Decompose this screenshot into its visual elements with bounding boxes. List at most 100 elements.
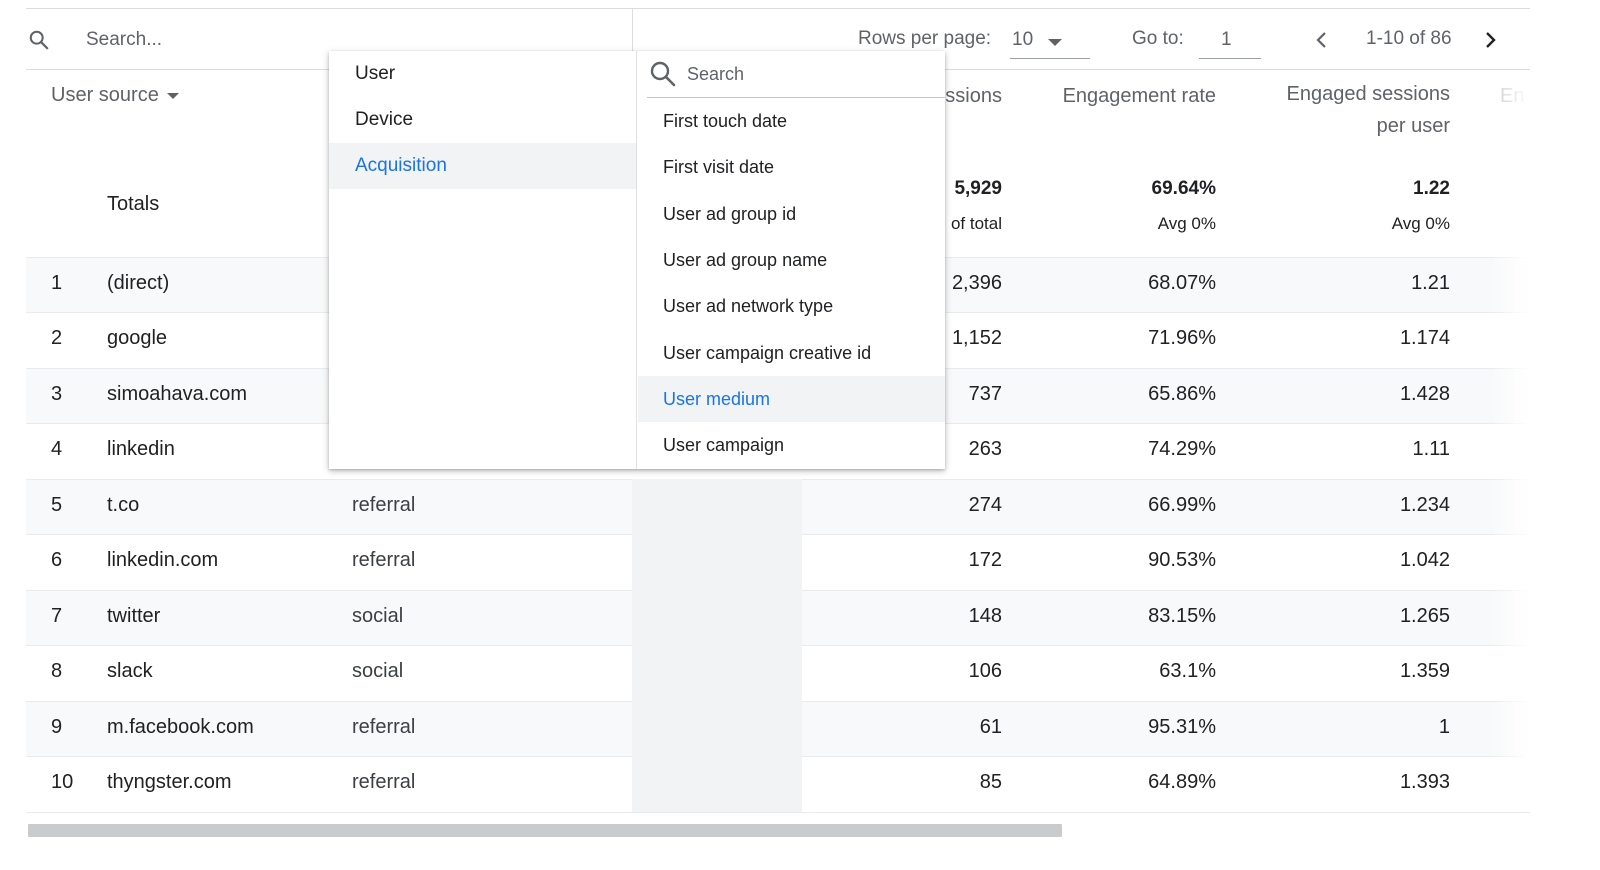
row-source: google <box>107 327 168 349</box>
row-engagement-rate: 74.29% <box>1148 438 1216 460</box>
row-engaged-per-user: 1.042 <box>1399 549 1450 571</box>
row-source: slack <box>107 660 153 682</box>
totals-engaged-per-user-value: 1.22 <box>1413 178 1450 199</box>
row-medium: referral <box>352 716 416 738</box>
search-icon <box>650 61 676 87</box>
row-engagement-rate: 65.86% <box>1148 383 1216 405</box>
row-source: t.co <box>107 494 140 516</box>
row-index: 7 <box>51 605 63 627</box>
rows-per-page-select[interactable]: 10 <box>1010 27 1090 59</box>
row-engagement-rate: 71.96% <box>1148 327 1216 349</box>
search-icon[interactable] <box>28 29 50 51</box>
rows-per-page-label: Rows per page: <box>858 28 992 49</box>
row-source: thyngster.com <box>107 771 232 793</box>
row-index: 6 <box>51 549 63 571</box>
row-engagement-rate: 63.1% <box>1159 660 1216 682</box>
row-index: 2 <box>51 327 63 349</box>
table-bottom-border <box>26 812 1530 813</box>
row-sessions: 106 <box>968 660 1002 682</box>
row-sessions: 172 <box>968 549 1002 571</box>
row-index: 3 <box>51 383 63 405</box>
dimension-item[interactable]: User ad network type <box>663 296 834 316</box>
totals-engaged-per-user-sub: Avg 0% <box>1391 214 1450 233</box>
row-sessions: 274 <box>968 494 1002 516</box>
row-index: 9 <box>51 716 63 738</box>
row-engaged-per-user: 1.393 <box>1399 771 1450 793</box>
row-sessions: 148 <box>968 605 1002 627</box>
chevron-right-icon[interactable] <box>1478 27 1502 53</box>
chevron-left-icon[interactable] <box>1310 27 1334 53</box>
column-header-sessions[interactable]: ssions <box>945 85 1002 107</box>
horizontal-overflow-fade <box>1490 72 1530 812</box>
dimension-item[interactable]: First visit date <box>663 157 775 177</box>
row-source: m.facebook.com <box>107 716 254 738</box>
row-medium: social <box>352 605 404 627</box>
dimension-item-user-medium[interactable]: User medium <box>638 376 945 422</box>
row-source: linkedin.com <box>107 549 219 571</box>
row-sessions: 61 <box>979 716 1002 738</box>
row-index: 10 <box>51 771 74 793</box>
row-source: twitter <box>107 605 161 627</box>
dimension-category-list: User Device Acquisition <box>329 51 637 469</box>
column-header-engagement-rate[interactable]: Engagement rate <box>1062 85 1216 107</box>
row-sessions: 2,396 <box>951 272 1002 294</box>
totals-engagement-rate-sub: Avg 0% <box>1157 214 1216 233</box>
header-line-2: per user <box>1376 115 1450 137</box>
row-engaged-per-user: 1.234 <box>1399 494 1450 516</box>
row-engagement-rate: 66.99% <box>1148 494 1216 516</box>
row-engaged-per-user: 1.265 <box>1399 605 1450 627</box>
page-range: 1-10 of 86 <box>1366 28 1452 49</box>
horizontal-scrollbar-thumb[interactable] <box>28 824 1062 837</box>
row-engaged-per-user: 1.174 <box>1399 327 1450 349</box>
row-engagement-rate: 90.53% <box>1148 549 1216 571</box>
row-sessions: 1,152 <box>951 327 1002 349</box>
row-sessions: 737 <box>968 383 1002 405</box>
dimension-item[interactable]: User ad group id <box>663 204 797 224</box>
category-item-device[interactable]: Device <box>355 109 414 130</box>
row-medium: social <box>352 660 404 682</box>
dimension-item[interactable]: User campaign creative id <box>663 343 872 363</box>
row-index: 4 <box>51 438 63 460</box>
rows-per-page-value: 10 <box>1012 29 1034 50</box>
row-medium: referral <box>352 771 416 793</box>
row-index: 5 <box>51 494 63 516</box>
row-index: 8 <box>51 660 63 682</box>
dimension-item[interactable]: First touch date <box>663 111 788 131</box>
sorted-column-highlight <box>632 479 802 813</box>
search-underline <box>647 97 945 98</box>
caret-down-icon <box>166 92 179 99</box>
row-source: simoahava.com <box>107 383 248 405</box>
dimension-item[interactable]: User campaign <box>663 435 785 455</box>
dimension-header-label: User source <box>51 84 159 106</box>
totals-sessions-sub: of total <box>950 214 1002 233</box>
row-engagement-rate: 95.31% <box>1148 716 1216 738</box>
goto-page-input[interactable]: 1 <box>1199 27 1261 59</box>
caret-down-icon <box>1048 39 1062 46</box>
dimension-header-user-source[interactable]: User source <box>51 84 179 107</box>
goto-label: Go to: <box>1132 28 1184 49</box>
dimension-picker-menu: User Device Acquisition First touch date… <box>329 51 945 469</box>
row-source: linkedin <box>107 438 175 460</box>
category-item-user[interactable]: User <box>355 63 396 84</box>
row-engagement-rate: 64.89% <box>1148 771 1216 793</box>
row-sessions: 85 <box>979 771 1002 793</box>
category-item-acquisition[interactable]: Acquisition <box>329 143 636 189</box>
row-engaged-per-user: 1.428 <box>1399 383 1450 405</box>
row-engaged-per-user: 1.21 <box>1411 272 1450 294</box>
column-header-engaged-sessions-per-user[interactable]: Engaged sessions per user <box>1240 78 1450 142</box>
totals-engagement-rate-value: 69.64% <box>1151 178 1216 199</box>
table-search-input[interactable] <box>86 24 346 56</box>
row-engaged-per-user: 1 <box>1438 716 1450 738</box>
row-engaged-per-user: 1.11 <box>1412 438 1450 460</box>
dimension-search-input[interactable] <box>687 62 927 86</box>
dimension-item[interactable]: User ad group name <box>663 250 828 270</box>
row-index: 1 <box>51 272 63 294</box>
totals-label: Totals <box>107 193 160 215</box>
row-engaged-per-user: 1.359 <box>1399 660 1450 682</box>
row-source: (direct) <box>107 272 170 294</box>
row-engagement-rate: 83.15% <box>1148 605 1216 627</box>
toolbar-divider <box>632 9 633 70</box>
row-medium: referral <box>352 494 416 516</box>
row-medium: referral <box>352 549 416 571</box>
header-line-1: Engaged sessions <box>1286 83 1450 105</box>
